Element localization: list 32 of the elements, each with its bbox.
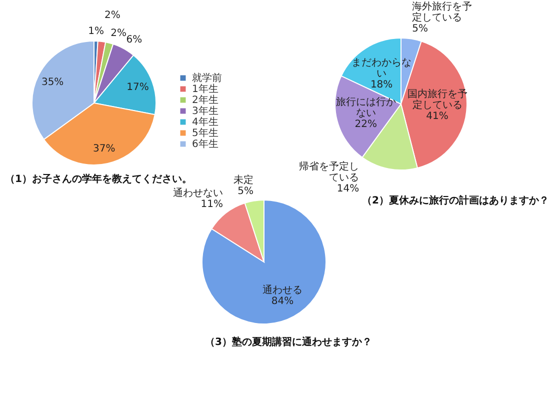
slice-label: 通わせない xyxy=(172,187,223,200)
slice-label: 未定 xyxy=(234,174,254,186)
legend-label: 4年生 xyxy=(192,116,218,128)
data-label: 18% xyxy=(370,79,393,90)
slice-label: 帰省を予定している xyxy=(299,160,360,184)
legend-label: 6年生 xyxy=(192,138,218,150)
text: （3）塾の夏期講習に通わせますか？ xyxy=(205,336,372,348)
data-label: 11% xyxy=(200,199,223,210)
legend-label: 3年生 xyxy=(192,105,218,117)
data-label: 14% xyxy=(336,184,360,195)
slice-label: 海外旅行を予定している xyxy=(412,0,472,24)
data-label: 2% xyxy=(110,28,127,40)
text: （1）お子さんの学年を教えてください。 xyxy=(5,173,192,185)
legend-label: 5年生 xyxy=(192,127,218,139)
data-label: 22% xyxy=(354,119,377,130)
data-label: 37% xyxy=(93,143,116,154)
data-label: 41% xyxy=(426,111,448,122)
data-label: 5% xyxy=(412,24,428,35)
legend-label: 2年生 xyxy=(192,94,218,106)
data-label: 84% xyxy=(271,296,294,308)
data-label: 1% xyxy=(88,26,104,38)
data-label: 35% xyxy=(41,76,64,88)
data-label: 6% xyxy=(126,34,142,46)
slice-label: 通わせる xyxy=(262,284,303,296)
data-label: 17% xyxy=(126,82,149,94)
slice-label: 旅行には行かない xyxy=(336,96,396,120)
data-label: 2% xyxy=(104,10,120,21)
text: （2）夏休みに旅行の計画はありますか？ xyxy=(362,194,549,207)
data-label: 5% xyxy=(238,186,254,197)
pie-slice xyxy=(202,200,326,324)
legend-label: 1年生 xyxy=(192,83,218,95)
legend-label: 就学前 xyxy=(192,72,222,84)
